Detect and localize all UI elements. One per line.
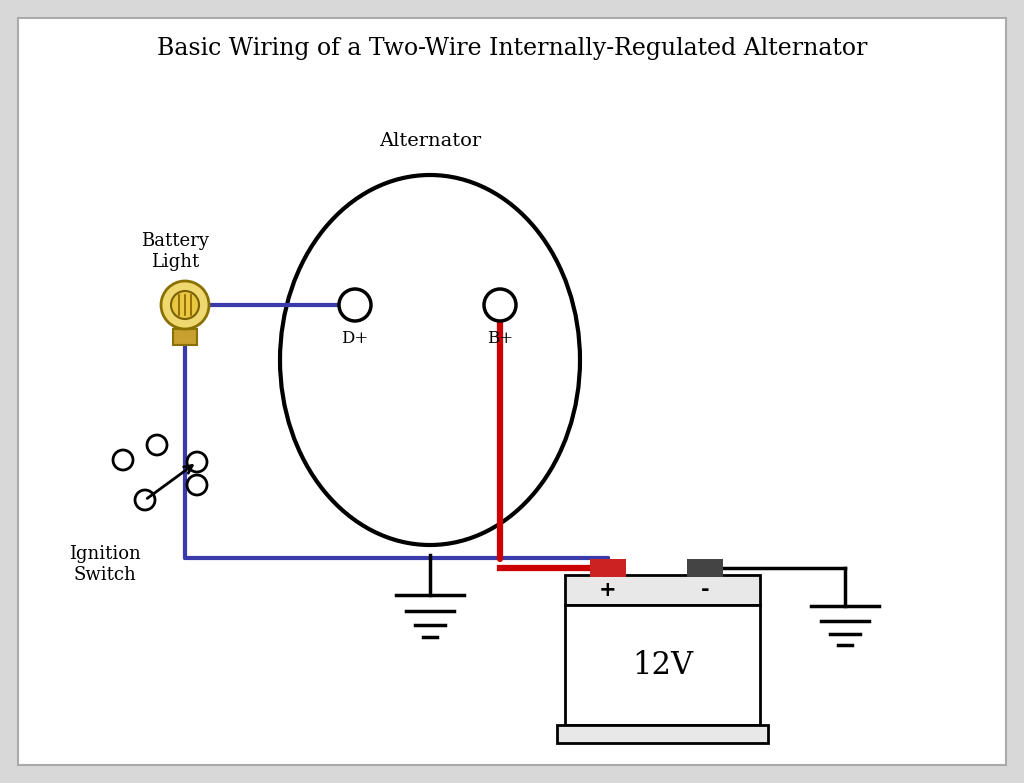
Circle shape bbox=[187, 475, 207, 495]
Bar bbox=[565, 575, 760, 605]
Text: +: + bbox=[599, 580, 616, 600]
Text: -: - bbox=[701, 580, 710, 600]
Text: Alternator: Alternator bbox=[379, 132, 481, 150]
Bar bbox=[590, 559, 626, 577]
Circle shape bbox=[113, 450, 133, 470]
Text: 12V: 12V bbox=[632, 650, 693, 680]
Circle shape bbox=[484, 289, 516, 321]
Bar bbox=[565, 605, 760, 725]
Circle shape bbox=[187, 452, 207, 472]
Bar bbox=[173, 329, 197, 345]
Ellipse shape bbox=[280, 175, 580, 545]
Circle shape bbox=[171, 291, 199, 319]
Text: Ignition
Switch: Ignition Switch bbox=[70, 545, 141, 584]
Bar bbox=[557, 725, 768, 743]
Text: B+: B+ bbox=[487, 330, 513, 347]
Text: D+: D+ bbox=[341, 330, 369, 347]
Circle shape bbox=[135, 490, 155, 510]
Text: Basic Wiring of a Two-Wire Internally-Regulated Alternator: Basic Wiring of a Two-Wire Internally-Re… bbox=[157, 37, 867, 60]
Circle shape bbox=[161, 281, 209, 329]
Text: Battery
Light: Battery Light bbox=[141, 233, 209, 271]
Circle shape bbox=[147, 435, 167, 455]
Bar bbox=[687, 559, 723, 577]
Circle shape bbox=[339, 289, 371, 321]
